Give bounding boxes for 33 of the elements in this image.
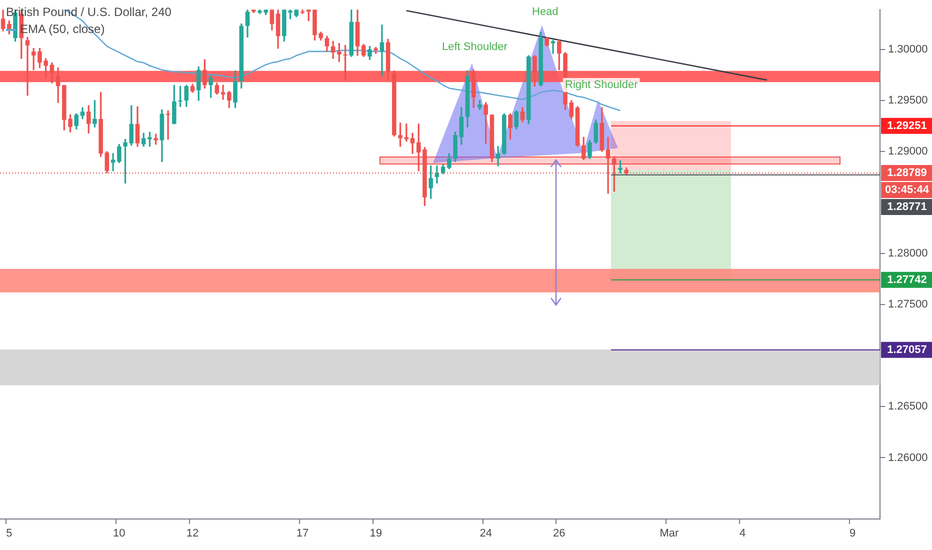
ref-line-label: 1.29251 (887, 120, 927, 132)
ref-line-label: 1.28771 (887, 201, 927, 214)
annotation: Head (532, 6, 558, 18)
candlestick (220, 84, 226, 100)
y-tick-label: 1.27500 (888, 298, 928, 311)
y-tick-label: 1.26000 (888, 452, 928, 464)
x-tick-label: 17 (296, 528, 309, 540)
candlestick (380, 24, 384, 76)
x-tick-label: Mar (660, 528, 679, 540)
x-tick-label: 4 (739, 528, 746, 540)
candlestick (550, 40, 556, 54)
candlestick (496, 146, 500, 166)
x-tick-label: 26 (553, 528, 566, 540)
x-tick-label: 12 (186, 528, 199, 540)
y-tick-label: 1.26500 (888, 400, 928, 413)
ref-line-label: 1.27742 (887, 274, 927, 286)
text: 03:45:44 (884, 184, 930, 196)
ref-line-label: 1.27057 (887, 344, 927, 356)
y-tick-label: 1.28000 (888, 248, 928, 260)
x-tick-label: 24 (480, 528, 492, 540)
x-tick-label: 10 (113, 528, 126, 540)
candlestick (110, 153, 116, 172)
ref-line-label: 1.28789 (887, 167, 927, 180)
candlestick (166, 110, 170, 140)
x-tick-label: 5 (6, 528, 12, 540)
annotation: Right Shoulder (565, 79, 638, 92)
x-tick-label: 19 (370, 528, 382, 540)
candlestick (25, 36, 30, 96)
y-tick-label: 1.30000 (888, 43, 928, 56)
x-tick-label: 9 (849, 528, 856, 540)
y-tick-label: 1.29500 (888, 94, 928, 106)
y-tick-label: 1.29000 (888, 146, 928, 158)
annotation: Left Shoulder (442, 41, 508, 54)
